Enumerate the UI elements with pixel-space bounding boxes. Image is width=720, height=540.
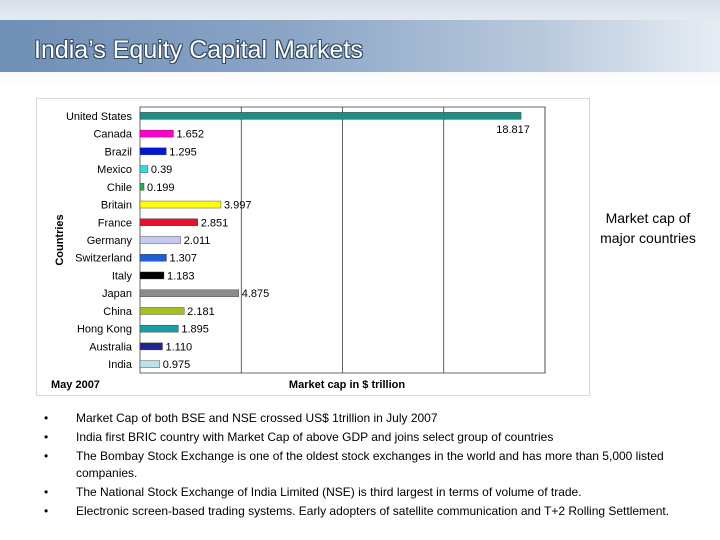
- data-label: 2.851: [201, 217, 229, 229]
- side-caption: Market cap of major countries: [600, 210, 696, 246]
- data-label: 4.875: [242, 288, 270, 300]
- category-label: Hong Kong: [77, 324, 132, 336]
- bar: [139, 342, 163, 351]
- bar: [139, 129, 174, 138]
- data-label: 1.307: [169, 253, 197, 265]
- category-label: United States: [66, 111, 133, 123]
- category-label: Japan: [102, 288, 132, 300]
- bar: [139, 147, 167, 156]
- bar: [139, 307, 185, 315]
- category-label: Mexico: [97, 164, 132, 176]
- bar: [139, 324, 179, 333]
- data-label: 2.181: [187, 306, 215, 318]
- data-label: 0.39: [151, 164, 172, 176]
- bullet-list: • Market Cap of both BSE and NSE crossed …: [44, 410, 694, 522]
- bar: [139, 218, 198, 226]
- category-label: Switzerland: [75, 253, 132, 265]
- y-axis-title: Countries: [54, 214, 66, 265]
- chart-frame: United States 18.817 Canada 1.652 Brazil 1.29…: [36, 98, 590, 396]
- category-label: India: [108, 359, 133, 371]
- bullet-text: Market Cap of both BSE and NSE crossed U…: [76, 411, 438, 425]
- bar: [139, 289, 239, 297]
- category-label: Canada: [93, 129, 132, 141]
- bullet-text: The Bombay Stock Exchange is one of the …: [76, 449, 664, 480]
- data-label: 1.110: [165, 341, 192, 353]
- bullet-text: India first BRIC country with Market Cap…: [76, 430, 554, 444]
- category-label: China: [103, 306, 133, 318]
- data-label: 1.183: [167, 270, 195, 282]
- category-label: Germany: [87, 235, 133, 247]
- bullet-item: • Market Cap of both BSE and NSE crossed …: [44, 410, 694, 427]
- x-axis-title: Market cap in $ trillion: [289, 379, 405, 391]
- bar: [139, 183, 145, 191]
- chart-note: May 2007: [51, 379, 100, 391]
- category-label: Brazil: [104, 146, 132, 158]
- title-bar: [0, 20, 720, 72]
- data-label: 2.011: [184, 235, 211, 247]
- bullet-dot: •: [44, 430, 49, 444]
- bar: [139, 236, 181, 244]
- bar: [139, 360, 160, 368]
- bullet-dot: •: [44, 411, 49, 425]
- bullet-item: • The Bombay Stock Exchange is one of the…: [44, 448, 694, 482]
- bullet-item: • India first BRIC country with Market Ca…: [44, 429, 694, 446]
- data-label: 1.652: [176, 129, 204, 141]
- bullet-dot: •: [44, 504, 49, 518]
- category-label: France: [98, 217, 132, 229]
- data-label: 0.975: [163, 359, 191, 371]
- bar: [139, 165, 149, 173]
- bar: [139, 254, 167, 262]
- market-cap-chart: United States 18.817 Canada 1.652 Brazil 1.29…: [51, 106, 546, 391]
- category-label: Italy: [112, 270, 133, 282]
- bullet-item: • Electronic screen-based trading systems…: [44, 503, 694, 520]
- data-label: 1.895: [181, 324, 209, 336]
- category-label: Australia: [89, 341, 133, 353]
- data-label: 1.295: [169, 146, 197, 158]
- bullet-item: • The National Stock Exchange of India Li…: [44, 484, 694, 501]
- bullet-text: Electronic screen-based trading systems.…: [76, 504, 670, 518]
- data-label: 3.997: [224, 200, 252, 212]
- category-label: Chile: [107, 182, 132, 194]
- bar: [139, 271, 165, 280]
- bullet-dot: •: [44, 485, 49, 499]
- category-label: Britain: [101, 200, 132, 212]
- bar: [139, 112, 522, 120]
- bullet-dot: •: [44, 449, 49, 463]
- slide-title: India’s Equity Capital Markets: [34, 36, 363, 64]
- bullet-text: The National Stock Exchange of India Lim…: [76, 485, 582, 499]
- data-label: 18.817: [496, 124, 530, 136]
- data-label: 0.199: [147, 182, 175, 194]
- bar: [139, 200, 222, 209]
